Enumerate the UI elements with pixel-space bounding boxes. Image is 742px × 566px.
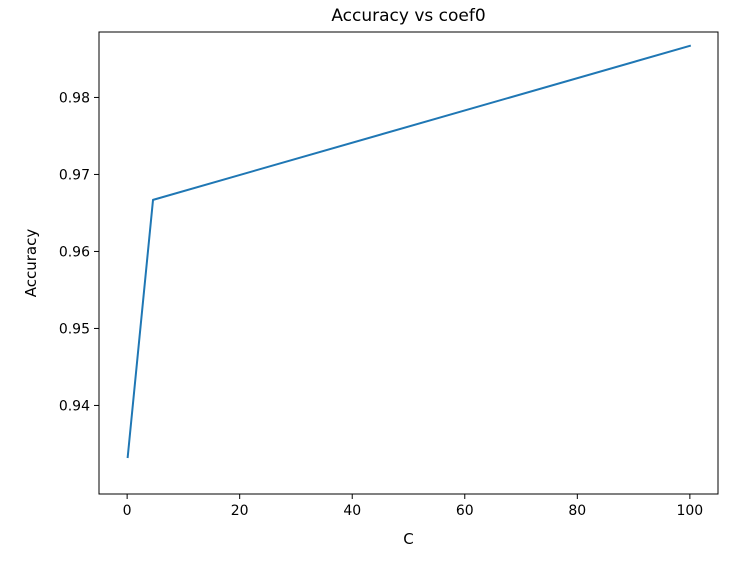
y-axis: 0.94 0.95 0.96 0.97 0.98 <box>59 90 99 414</box>
x-tick-label: 40 <box>343 503 361 519</box>
x-axis: 0 20 40 60 80 100 <box>123 494 703 519</box>
x-tick-label: 60 <box>456 503 474 519</box>
x-tick-label: 0 <box>123 503 132 519</box>
y-tick-label: 0.98 <box>59 90 90 106</box>
plot-frame <box>98 31 719 495</box>
y-tick-label: 0.97 <box>59 167 90 183</box>
y-tick-label: 0.94 <box>59 398 90 414</box>
y-tick-label: 0.96 <box>59 244 90 260</box>
y-tick-label: 0.95 <box>59 321 90 337</box>
plot-area <box>98 31 719 495</box>
series-line <box>126 44 692 459</box>
y-axis-label: Accuracy <box>22 229 40 298</box>
chart-title: Accuracy vs coef0 <box>331 6 485 26</box>
x-tick-label: 80 <box>568 503 586 519</box>
x-tick-label: 20 <box>231 503 249 519</box>
x-axis-label: C <box>403 530 413 548</box>
x-tick-label: 100 <box>676 503 703 519</box>
